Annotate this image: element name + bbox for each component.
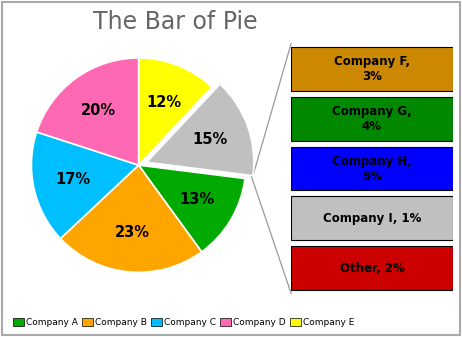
Text: 15%: 15% [193, 132, 228, 147]
Text: 17%: 17% [55, 172, 90, 187]
Wedge shape [36, 58, 139, 165]
Wedge shape [139, 165, 245, 252]
Text: The Bar of Pie: The Bar of Pie [93, 10, 258, 34]
Legend: Company A, Company B, Company C, Company D, Company E: Company A, Company B, Company C, Company… [9, 314, 358, 331]
Text: 13%: 13% [179, 192, 214, 207]
Text: Company F,
3%: Company F, 3% [334, 55, 410, 83]
FancyBboxPatch shape [291, 47, 453, 91]
Text: Company I, 1%: Company I, 1% [323, 212, 421, 225]
Wedge shape [139, 58, 212, 165]
FancyBboxPatch shape [291, 196, 453, 240]
FancyBboxPatch shape [291, 147, 453, 190]
Text: Other, 2%: Other, 2% [340, 262, 404, 275]
Wedge shape [31, 132, 139, 239]
Wedge shape [61, 165, 201, 272]
Text: Company H,
5%: Company H, 5% [332, 154, 412, 183]
Wedge shape [146, 84, 254, 176]
FancyBboxPatch shape [291, 97, 453, 141]
Text: 23%: 23% [115, 225, 150, 240]
Text: 20%: 20% [81, 103, 116, 118]
FancyBboxPatch shape [291, 246, 453, 290]
Text: 12%: 12% [146, 95, 181, 110]
Text: Company G,
4%: Company G, 4% [332, 104, 412, 133]
